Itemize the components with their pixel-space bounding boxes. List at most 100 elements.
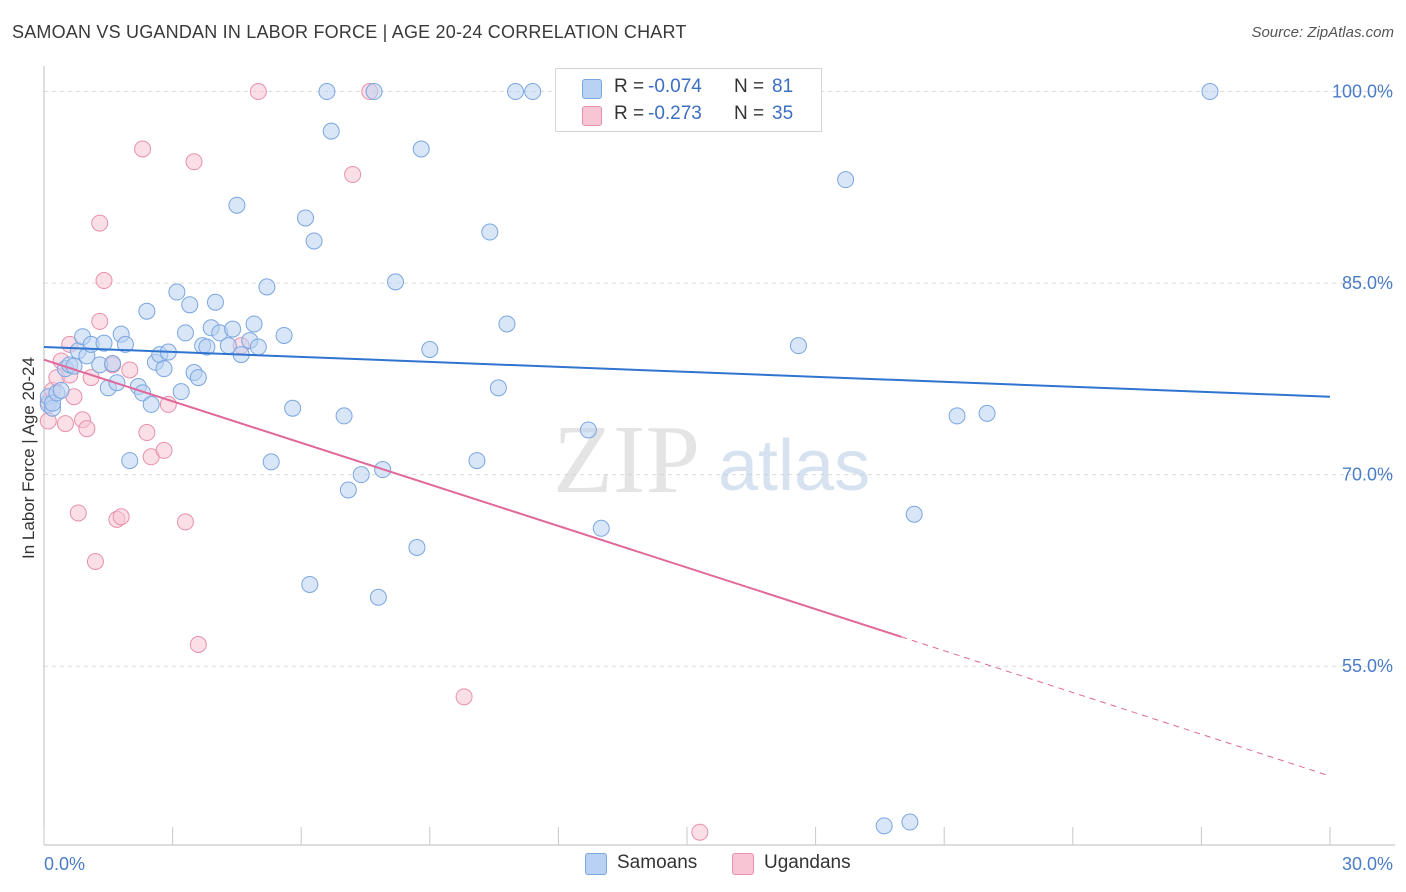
samoan-point bbox=[352, 466, 370, 484]
legend-samoan-label: Samoans bbox=[617, 852, 698, 873]
samoan-point bbox=[789, 337, 807, 355]
samoan-point bbox=[387, 273, 405, 291]
samoan-point bbox=[322, 122, 340, 140]
n-label: N = bbox=[734, 103, 765, 124]
ugandan-point bbox=[134, 140, 152, 158]
ugandan-trend-line bbox=[43, 358, 902, 638]
samoan-point bbox=[95, 334, 113, 352]
samoan-point bbox=[258, 278, 276, 296]
samoan-point bbox=[52, 381, 70, 399]
watermark-atlas: atlas bbox=[718, 426, 870, 506]
samoan-point bbox=[262, 453, 280, 471]
samoan-point bbox=[1201, 83, 1219, 101]
samoan-point bbox=[138, 302, 156, 320]
stats-row-ugandans: R = -0.273 N = 35 bbox=[556, 101, 821, 129]
samoan-point bbox=[189, 369, 207, 387]
n-label: N = bbox=[734, 76, 765, 97]
samoan-point bbox=[318, 83, 336, 101]
samoan-point bbox=[301, 575, 319, 593]
samoan-point bbox=[134, 384, 152, 402]
legend-ugandan-swatch bbox=[732, 853, 754, 875]
samoan-point bbox=[489, 379, 507, 397]
samoan-point bbox=[468, 452, 486, 470]
samoan-point bbox=[579, 421, 597, 439]
ugandan-point bbox=[91, 214, 109, 232]
samoan-swatch bbox=[582, 79, 602, 99]
samoan-point bbox=[412, 140, 430, 158]
samoan-point bbox=[592, 519, 610, 537]
ugandan-point bbox=[121, 361, 139, 379]
ugandan-point bbox=[86, 552, 104, 570]
samoan-point bbox=[121, 452, 139, 470]
ugandan-point bbox=[176, 513, 194, 531]
samoan-point bbox=[198, 338, 216, 356]
stats-box: R = -0.074 N = 81 R = -0.273 N = 35 bbox=[555, 68, 822, 132]
samoan-point bbox=[172, 383, 190, 401]
n-value: 81 bbox=[772, 76, 794, 97]
samoan-point bbox=[905, 505, 923, 523]
x-tick-label: 0.0% bbox=[44, 854, 85, 874]
ugandan-point bbox=[95, 272, 113, 290]
r-label: R = bbox=[614, 103, 645, 124]
samoan-point bbox=[142, 395, 160, 413]
samoan-point bbox=[901, 813, 919, 831]
ugandan-point bbox=[249, 83, 267, 101]
tick-labels: 100.0% 85.0% 70.0% 55.0% 0.0% 30.0% bbox=[44, 82, 1393, 874]
legend-samoan-swatch bbox=[585, 853, 607, 875]
samoan-point bbox=[275, 326, 293, 344]
y-axis-label: In Labor Force | Age 20-24 bbox=[19, 357, 38, 559]
samoan-trend-line bbox=[43, 345, 1331, 398]
n-value: 35 bbox=[772, 103, 794, 124]
legend-ugandan-label: Ugandans bbox=[764, 852, 851, 873]
grid-lines bbox=[44, 91, 1395, 667]
ugandan-point bbox=[78, 420, 96, 438]
samoan-point bbox=[155, 360, 173, 378]
samoan-point bbox=[339, 481, 357, 499]
samoan-point bbox=[408, 538, 426, 556]
samoan-point bbox=[875, 817, 893, 835]
samoan-point bbox=[168, 283, 186, 301]
samoan-point bbox=[837, 171, 855, 189]
ugandan-point bbox=[112, 508, 130, 526]
samoan-point bbox=[305, 232, 323, 250]
samoan-point bbox=[978, 404, 996, 422]
samoan-point bbox=[365, 83, 383, 101]
ugandan-point bbox=[185, 153, 203, 171]
watermark-zip: ZIP bbox=[553, 406, 700, 514]
samoan-point bbox=[249, 338, 267, 356]
ugandan-point bbox=[56, 415, 74, 433]
y-tick-label: 85.0% bbox=[1342, 273, 1393, 293]
ugandan-point bbox=[138, 424, 156, 442]
ugandan-trend-extension bbox=[901, 636, 1331, 777]
samoan-point bbox=[245, 315, 263, 333]
ugandan-point bbox=[155, 441, 173, 459]
trend-lines bbox=[43, 345, 1331, 777]
samoan-point bbox=[335, 407, 353, 425]
y-tick-label: 70.0% bbox=[1342, 465, 1393, 485]
samoan-point bbox=[176, 324, 194, 342]
samoan-point bbox=[369, 588, 387, 606]
stats-row-samoans: R = -0.074 N = 81 bbox=[556, 74, 821, 102]
y-tick-label: 100.0% bbox=[1332, 82, 1393, 102]
samoan-point bbox=[181, 296, 199, 314]
samoan-point bbox=[296, 209, 314, 227]
ugandan-swatch bbox=[582, 106, 602, 126]
samoan-point bbox=[104, 355, 122, 373]
r-value: -0.074 bbox=[648, 76, 702, 97]
ugandan-point bbox=[344, 166, 362, 184]
samoan-point bbox=[507, 83, 525, 101]
samoan-point bbox=[284, 399, 302, 417]
samoan-point bbox=[421, 341, 439, 359]
ugandan-point bbox=[189, 636, 207, 654]
r-value: -0.273 bbox=[648, 103, 702, 124]
ugandan-point bbox=[691, 823, 709, 841]
y-tick-label: 55.0% bbox=[1342, 656, 1393, 676]
ugandan-point bbox=[455, 688, 473, 706]
ugandan-point bbox=[69, 504, 87, 522]
samoan-point bbox=[498, 315, 516, 333]
samoan-point bbox=[481, 223, 499, 241]
ugandan-point bbox=[91, 312, 109, 330]
r-label: R = bbox=[614, 76, 645, 97]
samoan-point bbox=[116, 335, 134, 353]
